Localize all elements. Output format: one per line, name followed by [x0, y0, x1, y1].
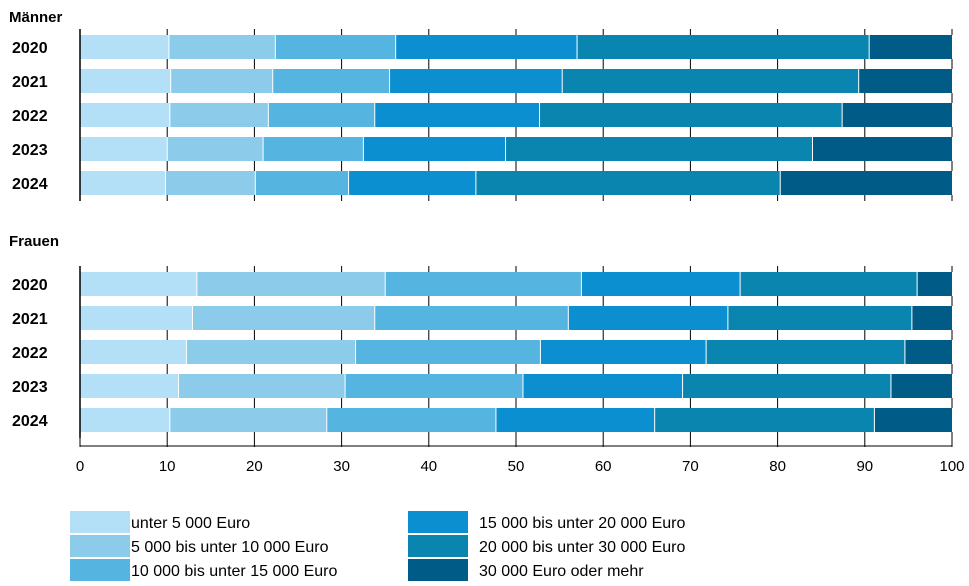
bar-segment — [581, 272, 741, 296]
bar-segment — [389, 69, 563, 93]
bar-segment — [345, 374, 523, 398]
bar-segment — [167, 137, 264, 161]
year-label: 2023 — [12, 142, 48, 159]
bar-segment — [869, 35, 952, 59]
year-label: 2023 — [12, 379, 48, 396]
legend-swatch — [70, 535, 130, 557]
bar-segment — [80, 35, 169, 59]
bar-segment — [842, 103, 952, 127]
bar-segment — [80, 374, 179, 398]
year-label: 2021 — [12, 74, 48, 91]
bar-segment — [80, 69, 171, 93]
bar-segment — [80, 171, 166, 195]
legend-swatch — [408, 535, 468, 557]
x-tick-label: 90 — [856, 458, 873, 475]
bar-segment — [917, 272, 952, 296]
legend-item-label: unter 5 000 Euro — [131, 515, 250, 532]
bar-segment — [80, 137, 168, 161]
year-label: 2020 — [12, 277, 48, 294]
bar-segment — [911, 306, 952, 330]
bar-segment — [272, 69, 390, 93]
year-label: 2024 — [12, 176, 48, 193]
bar-segment — [475, 171, 781, 195]
bar-segment — [80, 272, 197, 296]
bar-segment — [80, 103, 170, 127]
x-tick-label: 40 — [420, 458, 437, 475]
bar-segment — [522, 374, 683, 398]
legend-item-label: 30 000 Euro oder mehr — [479, 563, 644, 580]
bar-segment — [186, 340, 356, 364]
legend-swatch — [70, 511, 130, 533]
bar-segment — [706, 340, 905, 364]
x-tick-label: 30 — [333, 458, 350, 475]
bar-segment — [385, 272, 582, 296]
bar-segment — [263, 137, 364, 161]
bar-segment — [169, 408, 327, 432]
bar-segment — [740, 272, 918, 296]
bar-segment — [654, 408, 875, 432]
bar-segment — [812, 137, 952, 161]
year-label: 2022 — [12, 345, 48, 362]
bar-segment — [275, 35, 396, 59]
bar-segment — [874, 408, 952, 432]
bar-segment — [192, 306, 375, 330]
bar-segment — [904, 340, 952, 364]
x-tick-label: 50 — [508, 458, 525, 475]
legend-item-label: 15 000 bis unter 20 000 Euro — [479, 515, 685, 532]
bar-segment — [196, 272, 386, 296]
bar-segment — [170, 69, 273, 93]
year-label: 2024 — [12, 413, 48, 430]
bar-segment — [562, 69, 859, 93]
x-tick-label: 10 — [159, 458, 176, 475]
bar-segment — [348, 171, 476, 195]
legend-item-label: 10 000 bis unter 15 000 Euro — [131, 563, 337, 580]
bar-segment — [169, 103, 269, 127]
legend-swatch — [408, 511, 468, 533]
bar-segment — [268, 103, 375, 127]
bar-segment — [495, 408, 655, 432]
bar-segment — [168, 35, 276, 59]
bar-segment — [326, 408, 496, 432]
bar-segment — [890, 374, 952, 398]
bar-segment — [355, 340, 541, 364]
x-tick-label: 100 — [939, 458, 964, 475]
bar-segment — [395, 35, 578, 59]
x-tick-label: 0 — [76, 458, 84, 475]
group-label: Frauen — [9, 233, 59, 250]
legend-item-label: 20 000 bis unter 30 000 Euro — [479, 539, 685, 556]
bar-segment — [374, 306, 569, 330]
legend-item-label: 5 000 bis unter 10 000 Euro — [131, 539, 329, 556]
bar-segment — [568, 306, 728, 330]
group-label: Männer — [9, 9, 63, 26]
x-tick-label: 70 — [682, 458, 699, 475]
bar-segment — [540, 340, 707, 364]
bar-segment — [539, 103, 843, 127]
year-label: 2021 — [12, 311, 48, 328]
legend-swatch — [408, 559, 468, 581]
x-tick-label: 20 — [246, 458, 263, 475]
year-label: 2020 — [12, 40, 48, 57]
year-label: 2022 — [12, 108, 48, 125]
bar-segment — [80, 408, 170, 432]
bar-segment — [178, 374, 346, 398]
bar-segment — [80, 306, 193, 330]
bar-segment — [363, 137, 506, 161]
bar-segment — [577, 35, 870, 59]
bar-segment — [374, 103, 540, 127]
bar-segment — [255, 171, 349, 195]
bar-segment — [505, 137, 813, 161]
bar-segment — [682, 374, 891, 398]
bar-segment — [80, 340, 187, 364]
legend-swatch — [70, 559, 130, 581]
x-tick-label: 60 — [595, 458, 612, 475]
bar-segment — [165, 171, 256, 195]
bar-segment — [858, 69, 952, 93]
x-tick-label: 80 — [769, 458, 786, 475]
bar-segment — [780, 171, 952, 195]
bar-segment — [727, 306, 912, 330]
